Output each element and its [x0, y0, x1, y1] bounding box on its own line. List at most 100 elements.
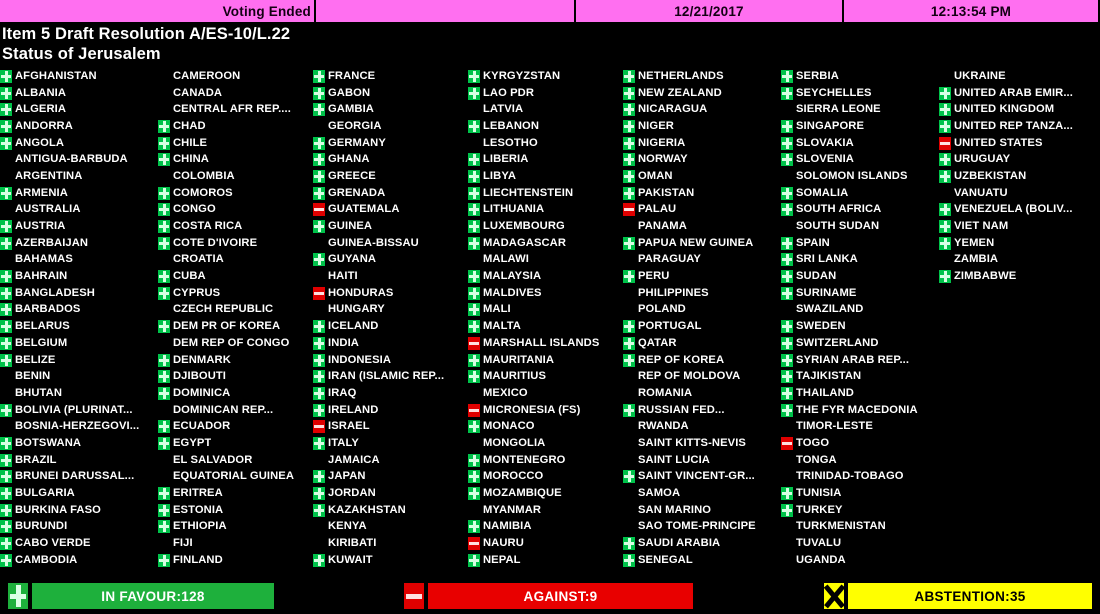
- country-row: CHAD: [158, 118, 313, 135]
- country-row: SAINT VINCENT-GR...: [623, 469, 781, 486]
- country-row: TURKEY: [781, 502, 939, 519]
- country-name: CROATIA: [173, 253, 224, 266]
- no-vote-icon: [313, 120, 325, 133]
- x-icon: [158, 70, 170, 83]
- no-vote-icon: [468, 504, 480, 517]
- country-row: MALAWI: [468, 252, 623, 269]
- country-row: SOMALIA: [781, 185, 939, 202]
- country-row: KIRIBATI: [313, 535, 468, 552]
- country-name: HUNGARY: [328, 303, 385, 316]
- country-name: SOUTH SUDAN: [796, 220, 880, 233]
- country-name: LESOTHO: [483, 136, 538, 149]
- country-row: CZECH REPUBLIC: [158, 302, 313, 319]
- country-row: LATVIA: [468, 101, 623, 118]
- country-name: VIET NAM: [954, 220, 1009, 233]
- plus-icon: [468, 119, 480, 133]
- country-name: NIGER: [638, 119, 674, 132]
- plus-icon: [939, 86, 951, 100]
- country-name: JAMAICA: [328, 453, 380, 466]
- plus-icon: [313, 169, 325, 183]
- country-vote-grid: AFGHANISTAN ALBANIA ALGERIA ANDORRA ANGOLA AN…: [0, 68, 1100, 572]
- country-name: CAMBODIA: [15, 553, 78, 566]
- minus-icon: [781, 436, 793, 450]
- country-name: ARGENTINA: [15, 169, 83, 182]
- country-row: MALI: [468, 302, 623, 319]
- country-name: GUYANA: [328, 253, 377, 266]
- country-name: SIERRA LEONE: [796, 103, 881, 116]
- country-name: JAPAN: [328, 470, 366, 483]
- country-row: UNITED ARAB EMIR...: [939, 85, 1100, 102]
- country-name: CAMEROON: [173, 69, 241, 82]
- plus-icon: [0, 220, 12, 234]
- minus-icon: [939, 136, 951, 150]
- board-header: Voting Ended 12/21/2017 12:13:54 PM: [0, 0, 1100, 22]
- plus-icon: [623, 119, 635, 133]
- country-row: MALDIVES: [468, 285, 623, 302]
- country-row: GHANA: [313, 151, 468, 168]
- country-row: SLOVENIA: [781, 151, 939, 168]
- no-vote-icon: [158, 103, 170, 116]
- country-name: PHILIPPINES: [638, 286, 709, 299]
- country-row: HONDURAS: [313, 285, 468, 302]
- no-vote-icon: [781, 420, 793, 433]
- country-name: INDIA: [328, 336, 359, 349]
- plus-icon: [623, 353, 635, 367]
- country-row: BOTSWANA: [0, 435, 158, 452]
- country-row: MOZAMBIQUE: [468, 485, 623, 502]
- country-row: IRAQ: [313, 385, 468, 402]
- country-name: TAJIKISTAN: [796, 370, 862, 383]
- country-column-3: FRANCE GABON GAMBIA GEORGIA GERMANY GHANA GREE…: [313, 68, 468, 572]
- country-row: TOGO: [781, 435, 939, 452]
- country-name: FRANCE: [328, 69, 376, 82]
- country-name: ANGOLA: [15, 136, 65, 149]
- plus-icon: [0, 336, 12, 350]
- country-name: REP OF KOREA: [638, 353, 725, 366]
- country-name: CUBA: [173, 270, 206, 283]
- country-name: OMAN: [638, 169, 673, 182]
- plus-icon: [158, 503, 170, 517]
- country-row: INDIA: [313, 335, 468, 352]
- country-row: AFGHANISTAN: [0, 68, 158, 85]
- country-name: UNITED STATES: [954, 136, 1043, 149]
- plus-icon: [0, 136, 12, 150]
- country-name: MALAYSIA: [483, 270, 542, 283]
- x-icon: [158, 470, 170, 483]
- country-row: ALBANIA: [0, 85, 158, 102]
- country-name: UZBEKISTAN: [954, 169, 1027, 182]
- plus-icon: [0, 86, 12, 100]
- country-name: HAITI: [328, 270, 358, 283]
- plus-icon: [781, 336, 793, 350]
- country-row: SAUDI ARABIA: [623, 535, 781, 552]
- date-cell: 12/21/2017: [576, 0, 844, 22]
- country-row: SENEGAL: [623, 552, 781, 569]
- country-name: BRAZIL: [15, 453, 57, 466]
- country-name: EGYPT: [173, 436, 212, 449]
- country-row: PERU: [623, 268, 781, 285]
- vote-tally-bar: IN FAVOUR:128 AGAINST:9 ABSTENTION:35: [0, 576, 1100, 614]
- x-icon: [623, 387, 635, 400]
- country-name: BHUTAN: [15, 386, 62, 399]
- country-name: TUNISIA: [796, 487, 842, 500]
- country-row: DENMARK: [158, 352, 313, 369]
- country-column-6: SERBIA SEYCHELLES SIERRA LEONE SINGAPORE SLO…: [781, 68, 939, 572]
- country-name: UNITED ARAB EMIR...: [954, 86, 1073, 99]
- country-row: UGANDA: [781, 552, 939, 569]
- country-row: RWANDA: [623, 418, 781, 435]
- country-name: POLAND: [638, 303, 686, 316]
- plus-icon: [158, 153, 170, 167]
- plus-icon: [939, 220, 951, 234]
- country-row: ESTONIA: [158, 502, 313, 519]
- country-name: LUXEMBOURG: [483, 220, 565, 233]
- country-name: COLOMBIA: [173, 169, 235, 182]
- country-row: LAO PDR: [468, 85, 623, 102]
- plus-icon: [781, 69, 793, 83]
- plus-icon: [158, 186, 170, 200]
- country-name: ARMENIA: [15, 186, 68, 199]
- country-row: NIGER: [623, 118, 781, 135]
- country-name: ITALY: [328, 436, 359, 449]
- x-icon: [0, 420, 12, 433]
- country-row: YEMEN: [939, 235, 1100, 252]
- country-row: NIGERIA: [623, 135, 781, 152]
- plus-icon: [313, 186, 325, 200]
- country-name: GEORGIA: [328, 119, 382, 132]
